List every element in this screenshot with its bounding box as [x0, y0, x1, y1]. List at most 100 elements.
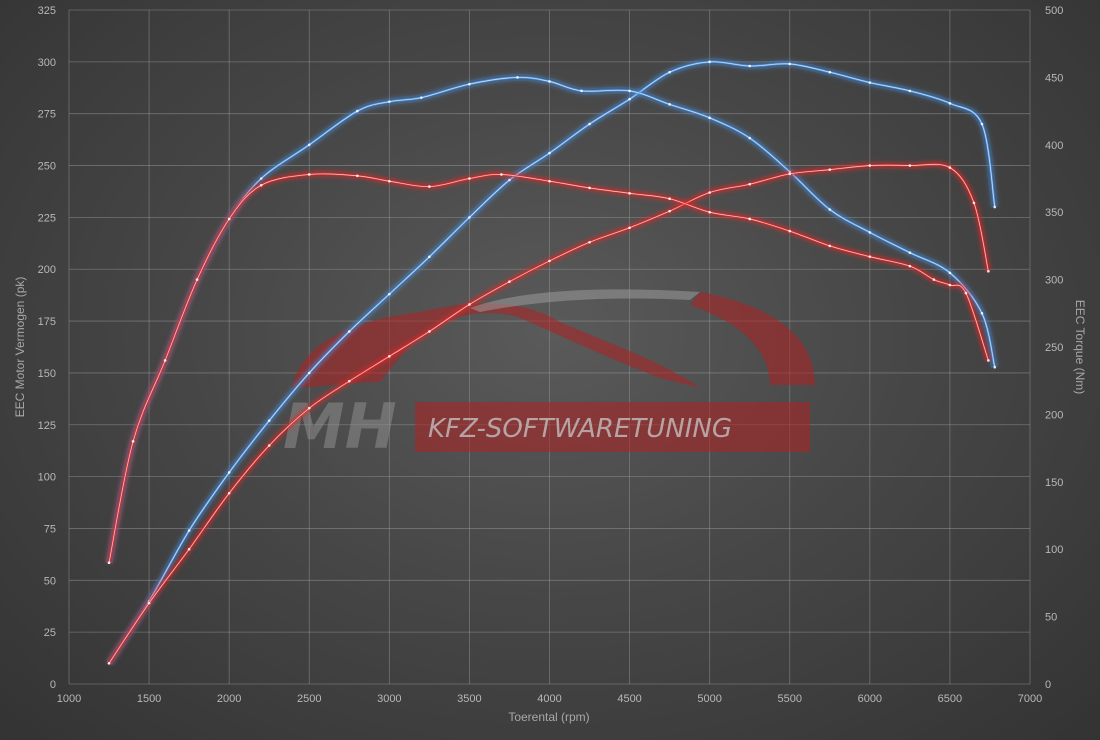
- data-point: [516, 76, 519, 79]
- y-right-tick-label: 350: [1045, 207, 1063, 219]
- data-point: [307, 371, 311, 375]
- y-left-tick-label: 250: [38, 161, 56, 173]
- data-point: [748, 182, 752, 186]
- watermark-title: KFZ-SOFTWARETUNING: [428, 414, 732, 444]
- data-point: [668, 70, 671, 74]
- data-point: [468, 177, 471, 180]
- data-point: [972, 201, 976, 205]
- data-point: [932, 278, 936, 281]
- data-point: [828, 168, 832, 171]
- data-point: [668, 197, 671, 201]
- y-right-tick-label: 300: [1045, 275, 1063, 287]
- data-point: [588, 186, 591, 190]
- data-point: [356, 109, 359, 113]
- data-point: [628, 226, 631, 230]
- data-point: [948, 271, 952, 275]
- y-left-tick-label: 200: [38, 264, 56, 276]
- data-point: [908, 264, 912, 268]
- data-point: [987, 359, 990, 362]
- x-tick-label: 2000: [217, 693, 241, 705]
- data-point: [508, 280, 511, 283]
- data-point: [259, 183, 263, 187]
- data-point: [993, 205, 997, 209]
- series-highlight: [108, 163, 989, 664]
- data-point: [980, 122, 984, 126]
- data-point: [668, 103, 671, 106]
- x-tick-label: 1000: [57, 693, 81, 705]
- data-point: [195, 278, 199, 281]
- series-highlight: [108, 61, 996, 664]
- data-point: [428, 185, 431, 188]
- x-tick-label: 4500: [617, 693, 641, 705]
- data-point: [588, 240, 591, 244]
- x-tick-label: 6500: [938, 693, 962, 705]
- data-point: [420, 96, 423, 99]
- data-point: [993, 365, 997, 369]
- x-tick-label: 6000: [858, 693, 882, 705]
- data-point: [748, 136, 752, 140]
- data-point: [628, 192, 631, 195]
- data-point: [147, 601, 151, 605]
- data-point: [788, 229, 792, 233]
- data-point: [788, 62, 792, 66]
- series-layer: [105, 58, 999, 666]
- data-point: [107, 661, 111, 665]
- y-right-tick-label: 450: [1045, 72, 1063, 84]
- data-point: [908, 89, 912, 93]
- data-point: [187, 547, 191, 551]
- data-point: [708, 116, 711, 120]
- x-tick-label: 2500: [297, 693, 321, 705]
- x-tick-label: 5000: [697, 693, 721, 705]
- series-stock-power: [106, 160, 992, 666]
- y-right-axis-title: EEC Torque (Nm): [1073, 300, 1087, 394]
- data-point: [468, 303, 471, 306]
- y-left-tick-label: 25: [44, 627, 56, 639]
- x-tick-label: 1500: [137, 693, 161, 705]
- data-point: [227, 217, 231, 221]
- series-line: [107, 172, 990, 563]
- y-left-tick-label: 175: [38, 316, 56, 328]
- data-point: [259, 177, 263, 180]
- data-point: [500, 173, 503, 176]
- data-point: [828, 70, 832, 74]
- x-tick-label: 4000: [537, 693, 561, 705]
- series-tuned-power: [106, 58, 999, 666]
- data-point: [828, 208, 832, 211]
- data-point: [868, 231, 872, 234]
- y-right-tick-label: 0: [1045, 679, 1051, 691]
- data-point: [828, 244, 832, 248]
- data-point: [980, 312, 984, 315]
- data-point: [388, 179, 391, 183]
- data-point: [468, 216, 471, 219]
- watermark-mh: MH: [283, 390, 397, 463]
- data-point: [468, 82, 471, 86]
- car-silhouette-icon: [292, 303, 700, 388]
- data-point: [307, 173, 311, 176]
- data-point: [628, 89, 631, 93]
- data-point: [580, 89, 583, 93]
- y-right-tick-label: 400: [1045, 140, 1063, 152]
- data-point: [908, 251, 912, 254]
- swoosh-icon: [470, 289, 700, 312]
- data-point: [708, 210, 711, 214]
- y-left-tick-label: 75: [44, 523, 56, 535]
- x-tick-label: 3500: [457, 693, 481, 705]
- data-point: [908, 164, 912, 167]
- data-point: [548, 259, 551, 263]
- data-point: [987, 270, 990, 273]
- data-point: [748, 64, 752, 68]
- y-left-axis-title: EEC Motor Vermogen (pk): [13, 277, 27, 418]
- data-point: [548, 179, 551, 183]
- data-point: [868, 81, 872, 84]
- x-tick-label: 5500: [778, 693, 802, 705]
- data-point: [708, 60, 711, 64]
- series-glow: [105, 170, 992, 564]
- data-point: [267, 419, 271, 422]
- data-point: [948, 166, 952, 169]
- series-line: [108, 60, 996, 664]
- y-right-tick-label: 250: [1045, 342, 1063, 354]
- data-point: [708, 191, 711, 194]
- data-point: [628, 97, 631, 101]
- data-point: [163, 359, 167, 362]
